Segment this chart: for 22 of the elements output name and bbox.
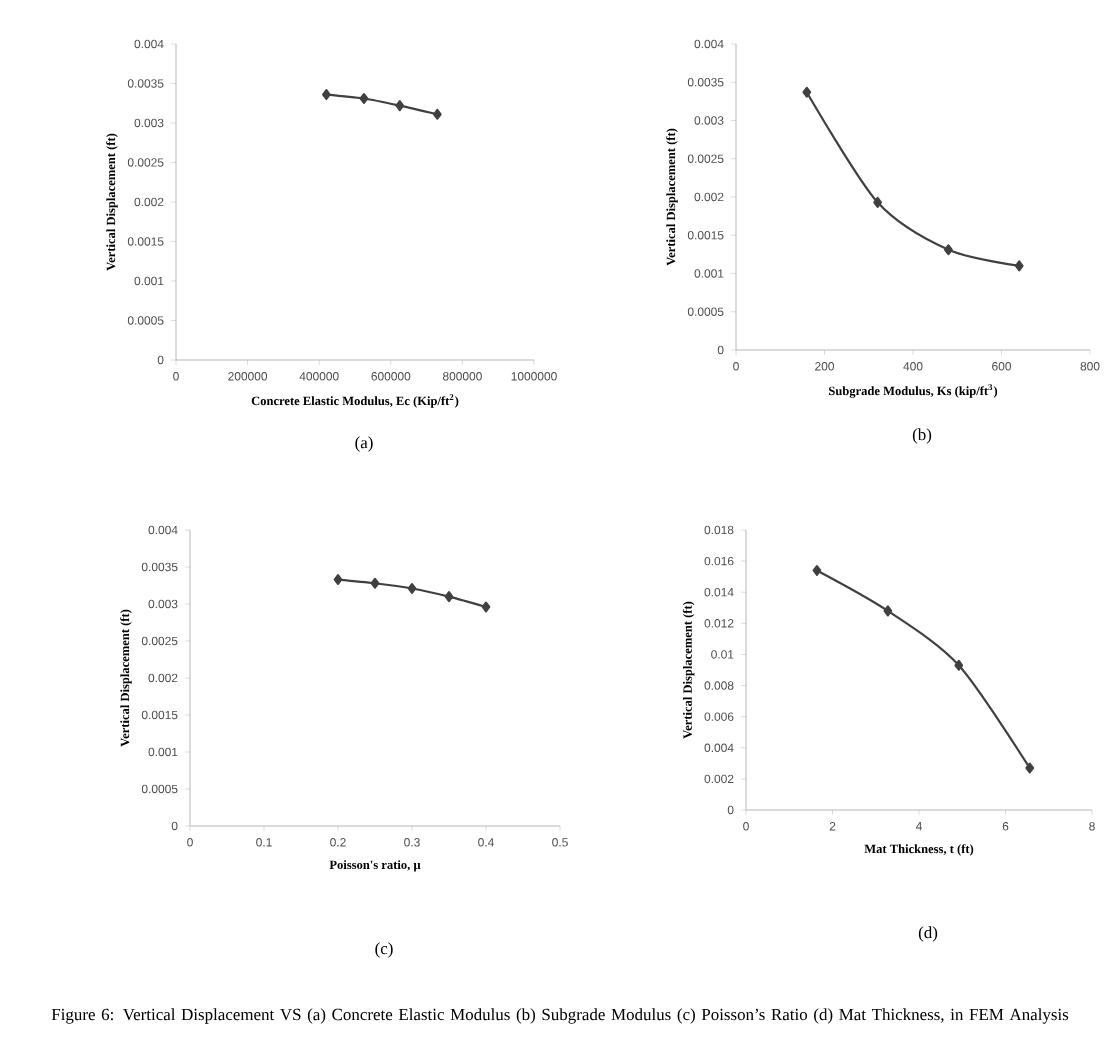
point	[944, 244, 953, 256]
point	[395, 100, 405, 112]
caption: Figure 6: Vertical Displacement VS (a) Concrete Elastic Modulus (b) Subgrade Modulus (c) Poisson’s Ratio (d) Mat Thickness, in FEM Analysis	[51, 1008, 1069, 1024]
point	[883, 605, 893, 617]
point	[873, 196, 882, 208]
point	[333, 574, 343, 586]
text: (d)	[918, 926, 938, 942]
point	[359, 93, 369, 104]
point	[432, 108, 442, 120]
point	[1025, 762, 1035, 774]
point	[802, 86, 812, 98]
point	[407, 582, 417, 594]
point	[954, 659, 964, 671]
text: (b)	[912, 428, 932, 444]
text: (a)	[355, 436, 373, 452]
point	[812, 564, 822, 576]
point	[370, 577, 380, 589]
point	[1014, 260, 1024, 272]
point	[481, 601, 491, 613]
point	[321, 89, 331, 101]
point	[444, 591, 454, 603]
text: (c)	[375, 942, 393, 958]
